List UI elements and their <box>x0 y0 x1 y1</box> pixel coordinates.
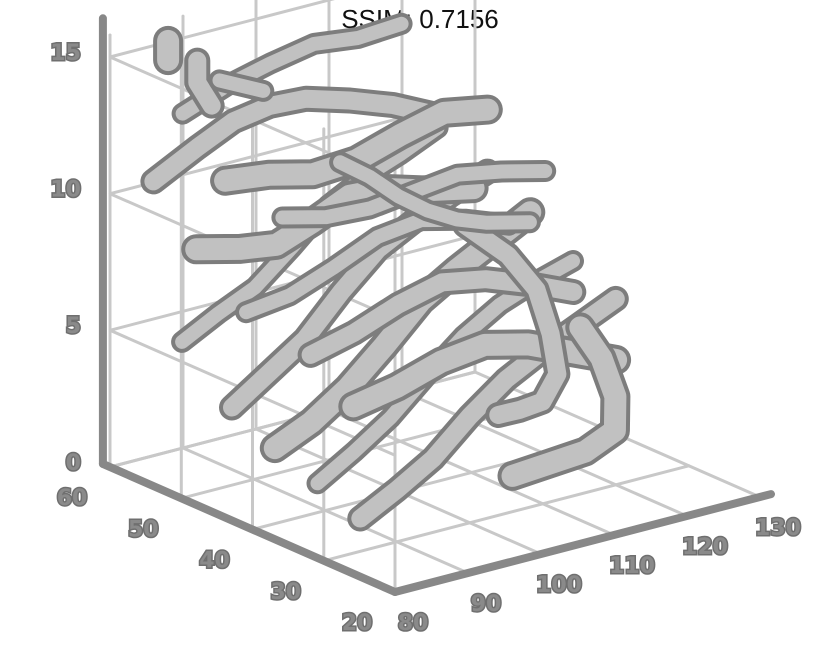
x-tick-label: 110 <box>609 554 655 579</box>
z-tick-label: 5 <box>66 314 81 339</box>
y-axis-line <box>98 459 399 596</box>
y-tick-label: 20 <box>342 611 373 636</box>
streamtube-body <box>333 155 537 230</box>
streamtube-body <box>501 316 627 487</box>
x-tick-label: 100 <box>536 573 582 598</box>
tick-layer: 80 90 100 110 120 130 20 30 40 50 60 0 5 10 15 <box>49 39 803 637</box>
y-tick-label: 60 <box>57 486 88 511</box>
y-tick-label: 30 <box>270 580 301 605</box>
z-tick-label: 10 <box>50 178 81 203</box>
y-tick-label: 50 <box>128 517 159 542</box>
streamtube-body <box>456 216 567 424</box>
x-tick-label: 90 <box>471 592 502 617</box>
x-axis-line <box>391 490 775 596</box>
x-tick-label: 120 <box>682 535 728 560</box>
streamtube-body <box>342 333 628 418</box>
streamtube-body <box>188 51 221 115</box>
streamtube-body <box>212 73 271 98</box>
tube-layer <box>140 12 632 532</box>
floor-gridline-y <box>322 464 691 563</box>
x-tick-label: 80 <box>398 611 429 636</box>
axis-layer <box>98 14 775 596</box>
streamtube-body <box>144 89 446 191</box>
y-tick-label: 40 <box>199 549 230 574</box>
z-tick-label: 15 <box>50 41 81 66</box>
streamtube-body <box>275 164 553 225</box>
z-tick-label: 0 <box>66 451 81 476</box>
x-tick-label: 130 <box>755 516 801 541</box>
